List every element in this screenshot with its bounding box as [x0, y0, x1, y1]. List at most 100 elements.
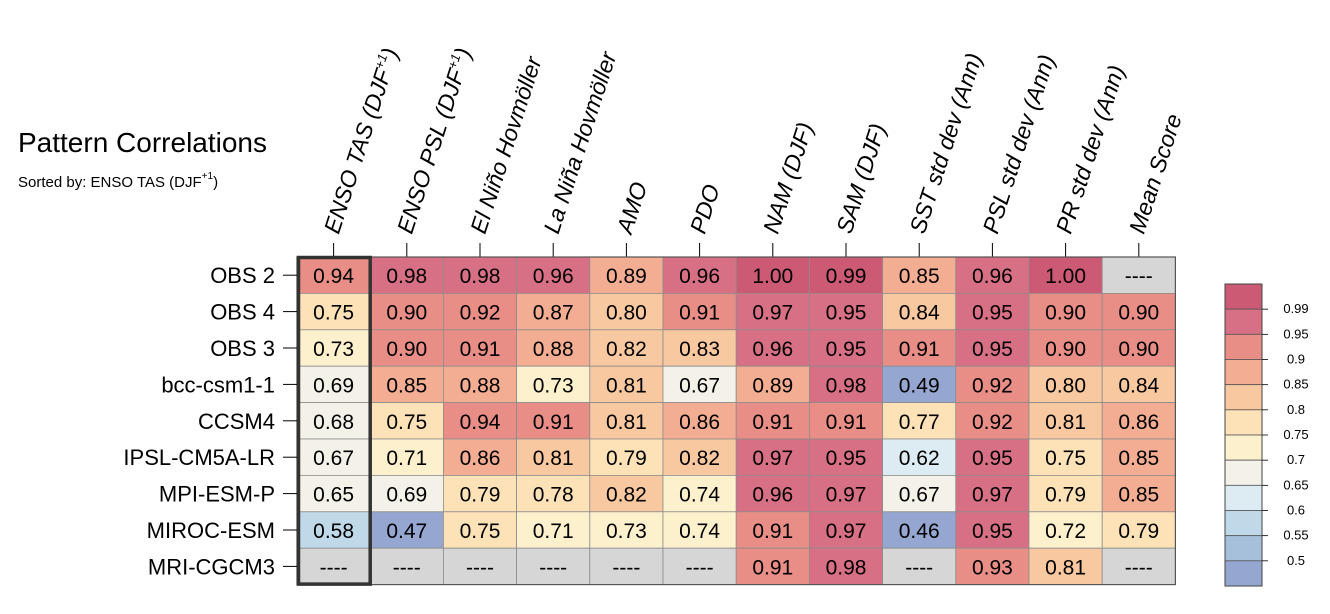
cell-value-label: 0.85: [386, 374, 427, 397]
heatmap-cell: [589, 329, 664, 367]
cell-value-label: 0.75: [386, 411, 427, 434]
cell-value-label: 0.95: [826, 302, 867, 325]
cell-value-label: 0.77: [899, 411, 940, 434]
heatmap-cell: [735, 511, 810, 549]
heatmap-cell: [516, 474, 591, 513]
cell-value-label: 0.83: [679, 338, 720, 361]
colorbar-swatch: [1224, 535, 1263, 562]
colorbar-swatch: [1224, 459, 1263, 486]
row-label: bcc-csm1-1: [161, 372, 275, 397]
cell-value-label: 0.97: [826, 484, 867, 507]
heatmap-cell: [955, 474, 1030, 513]
cell-value-label: 0.92: [460, 302, 501, 325]
cell-value-label: ----: [612, 556, 640, 579]
heatmap-cell: [662, 365, 737, 404]
heatmap-cell: [296, 438, 371, 476]
column-label: Mean Score: [1124, 111, 1187, 237]
cell-value-label: 0.72: [1045, 520, 1086, 543]
heatmap-cell: [589, 547, 664, 586]
cell-value-label: 0.99: [826, 265, 867, 288]
row-label: IPSL-CM5A-LR: [123, 445, 275, 470]
cell-value-label: 0.80: [606, 302, 647, 325]
colorbar-tick-label: 0.65: [1283, 477, 1308, 492]
colorbar-tick-label: 0.6: [1287, 503, 1305, 518]
cell-value-label: 0.73: [606, 520, 647, 543]
colorbar-tick-label: 0.55: [1283, 528, 1308, 543]
colorbar-swatch: [1224, 283, 1263, 310]
colorbar-swatch: [1224, 359, 1263, 386]
cell-value-label: ----: [686, 556, 714, 579]
colorbar-tick-label: 0.5: [1287, 553, 1305, 568]
cell-value-label: 0.93: [972, 556, 1013, 579]
heatmap-cell: [662, 438, 737, 476]
heatmap-cell: [955, 292, 1030, 331]
heatmap-cell: [882, 402, 957, 440]
cell-value-label: 0.96: [533, 265, 574, 288]
cell-value-label: 0.47: [386, 520, 427, 543]
heatmap-cell: [735, 547, 810, 586]
cell-value-label: 0.84: [1118, 374, 1159, 397]
cell-value-label: 1.00: [752, 265, 793, 288]
heatmap-cell: [735, 438, 810, 476]
cell-value-label: 0.79: [460, 484, 501, 507]
column-label: PR std dev (Ann): [1051, 62, 1130, 237]
heatmap-cell: [809, 511, 884, 549]
cell-value-label: 0.87: [533, 302, 574, 325]
cell-value-label: 0.90: [1045, 338, 1086, 361]
colorbar-tick-label: 0.95: [1283, 326, 1308, 341]
cell-value-label: 0.49: [899, 374, 940, 397]
cell-value-label: 0.79: [1045, 484, 1086, 507]
colorbar-swatch: [1224, 560, 1263, 587]
colorbar-tick-label: 0.99: [1283, 301, 1308, 316]
heatmap-cell: [1028, 256, 1103, 294]
cell-value-label: 0.73: [533, 374, 574, 397]
heatmap-cell: [882, 474, 957, 513]
heatmap-cell: [589, 365, 664, 404]
heatmap-cell: [882, 547, 957, 586]
cell-value-label: 0.95: [972, 302, 1013, 325]
chart-subtitle: Sorted by: ENSO TAS (DJF+1): [18, 171, 218, 191]
cell-value-label: ----: [320, 556, 348, 579]
cell-value-label: 0.91: [752, 411, 793, 434]
cell-value-label: 0.95: [826, 338, 867, 361]
cell-value-label: 0.86: [679, 411, 720, 434]
chart-title: Pattern Correlations: [18, 127, 267, 158]
subtitle-prefix: Sorted by: ENSO TAS (DJF: [18, 174, 202, 191]
subtitle-superscript: +1: [202, 171, 214, 182]
heatmap-cell: [1101, 256, 1176, 294]
cell-value-label: 0.94: [313, 265, 354, 288]
colorbar-swatch: [1224, 333, 1263, 360]
cell-value-label: 0.67: [899, 484, 940, 507]
heatmap-cell: [516, 511, 591, 549]
cell-value-label: 0.94: [460, 411, 501, 434]
colorbar-swatch: [1224, 510, 1263, 537]
cell-value-label: 0.95: [972, 338, 1013, 361]
cell-value-label: 0.81: [606, 411, 647, 434]
cell-value-label: 0.90: [1045, 302, 1086, 325]
cell-value-label: 0.86: [460, 447, 501, 470]
cell-value-label: 0.85: [1118, 447, 1159, 470]
heatmap-cell: [296, 256, 371, 294]
cell-value-label: 0.79: [606, 447, 647, 470]
colorbar-tick-label: 0.85: [1283, 377, 1308, 392]
heatmap-cell: [809, 329, 884, 367]
cell-value-label: 1.00: [1045, 265, 1086, 288]
cell-value-label: 0.67: [679, 374, 720, 397]
cell-value-label: 0.62: [899, 447, 940, 470]
heatmap-cell: [442, 438, 517, 476]
column-label: PSL std dev (Ann): [977, 51, 1059, 236]
cell-value-label: 0.96: [679, 265, 720, 288]
subtitle-suffix: ): [213, 174, 218, 191]
heatmap-cell: [955, 402, 1030, 440]
heatmap-cell: [1101, 438, 1176, 476]
heatmap-cell: [1101, 365, 1176, 404]
cell-value-label: 0.92: [972, 374, 1013, 397]
colorbar-swatch: [1224, 384, 1263, 411]
heatmap-cell: [1101, 329, 1176, 367]
row-label: OBS 3: [210, 336, 275, 361]
row-label: MIROC-ESM: [147, 518, 275, 543]
heatmap-cell: [809, 474, 884, 513]
heatmap-cell: [589, 511, 664, 549]
cell-value-label: ----: [1125, 265, 1153, 288]
heatmap-cell: [589, 474, 664, 513]
